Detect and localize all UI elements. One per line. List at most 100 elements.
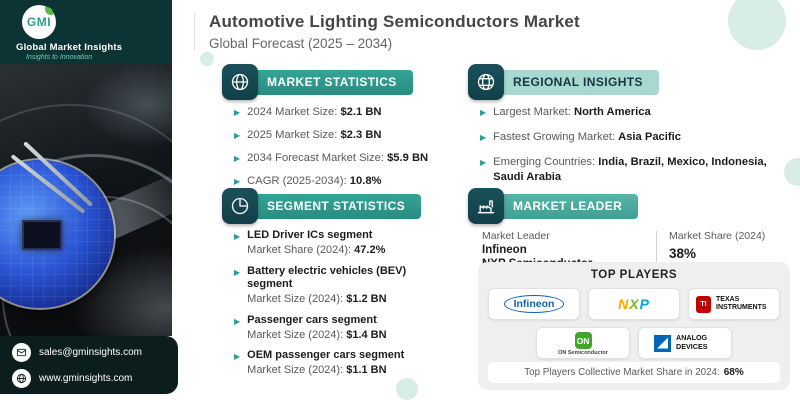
arrow-bullet: ▶	[480, 108, 487, 117]
gmi-logo-text: GMI	[26, 15, 52, 29]
segment-statistics-section: SEGMENT STATISTICS ▶ LED Driver ICs segm…	[222, 188, 460, 385]
segment-label: Market Share (2024):	[247, 243, 352, 256]
semiconductor-chip	[22, 220, 62, 250]
segment-item: ▶ LED Driver ICs segment Market Share (2…	[234, 229, 460, 258]
region-item: ▶ Largest Market: North America	[480, 105, 790, 120]
globe-stats-icon	[222, 64, 258, 100]
ti-mark-icon: TI	[696, 295, 711, 313]
player-logo-on-semiconductor: ON ON Semiconductor	[536, 327, 630, 359]
segment-label: Market Size (2024):	[247, 293, 344, 305]
stat-label: 2024 Market Size:	[247, 106, 338, 118]
region-item: ▶ Fastest Growing Market: Asia Pacific	[480, 130, 790, 145]
market-leader-label: Market Leader	[482, 230, 550, 242]
top-players-footer: Top Players Collective Market Share in 2…	[488, 362, 780, 383]
market-leader-company-1: Infineon	[482, 244, 527, 256]
market-statistics-heading: MARKET STATISTICS	[251, 69, 413, 95]
envelope-icon	[12, 342, 31, 362]
top-players-row-2: ON ON Semiconductor ANALOG DEVICES	[478, 327, 790, 359]
segment-name: Battery electric vehicles (BEV) segment	[247, 264, 407, 291]
arrow-bullet: ▶	[234, 177, 241, 186]
market-statistics-section: MARKET STATISTICS ▶ 2024 Market Size: $2…	[222, 64, 460, 197]
regional-insights-header: REGIONAL INSIGHTS	[468, 64, 790, 100]
brand-tagline: Insights to Innovation	[26, 54, 93, 61]
decorative-circle	[784, 158, 800, 186]
adi-wordmark: ANALOG DEVICES	[676, 333, 708, 351]
arrow-bullet: ▶	[480, 133, 487, 143]
market-share-label: Market Share (2024)	[669, 230, 766, 242]
segment-value: 47.2%	[354, 243, 386, 256]
arrow-bullet: ▶	[234, 232, 241, 241]
segment-value: $1.4 BN	[346, 328, 387, 341]
segment-statistics-header: SEGMENT STATISTICS	[222, 188, 460, 224]
globe-grid-icon	[468, 64, 504, 100]
title-block: Automotive Lighting Semiconductors Marke…	[194, 12, 580, 51]
brand-logo-box: GMI Global Market Insights Insights to I…	[0, 0, 172, 64]
headlight-arc	[0, 104, 172, 336]
region-value: North America	[574, 106, 651, 118]
segment-item: ▶ Passenger cars segment Market Size (20…	[234, 314, 460, 343]
stat-label: 2034 Forecast Market Size:	[247, 152, 384, 164]
brand-name: Global Market Insights	[16, 42, 123, 53]
segment-value: $1.1 BN	[346, 364, 387, 376]
headlight-arc	[0, 154, 172, 336]
region-item: ▶ Emerging Countries: India, Brazil, Mex…	[480, 155, 790, 185]
stat-label: CAGR (2025-2034):	[247, 175, 347, 187]
market-leader-section: MARKET LEADER Market Leader Infineon NXP…	[468, 188, 790, 275]
on-wordmark: ON Semiconductor	[558, 350, 608, 356]
stat-value: 10.8%	[349, 175, 382, 187]
region-label: Emerging Countries:	[493, 156, 596, 169]
contact-box: sales@gminsights.com www.gminsights.com	[0, 336, 178, 394]
stat-label: 2025 Market Size:	[247, 129, 338, 141]
market-statistics-header: MARKET STATISTICS	[222, 64, 460, 100]
decorative-circle	[728, 0, 786, 50]
stat-value: $5.9 BN	[387, 152, 429, 164]
stat-value: $2.1 BN	[340, 106, 382, 118]
contact-email[interactable]: sales@gminsights.com	[12, 342, 178, 362]
infineon-wordmark: Infineon	[503, 295, 565, 313]
segment-name: Passenger cars segment	[247, 313, 377, 326]
circuit-board-inset	[0, 141, 114, 308]
contact-website[interactable]: www.gminsights.com	[12, 368, 178, 388]
arrow-bullet: ▶	[234, 316, 241, 326]
segment-item: ▶ OEM passenger cars segment Market Size…	[234, 349, 460, 378]
market-statistics-list: ▶ 2024 Market Size: $2.1 BN ▶ 2025 Marke…	[222, 105, 460, 188]
adi-triangle-icon	[654, 334, 671, 352]
segment-name: LED Driver ICs segment	[247, 229, 373, 241]
stat-item: ▶ 2025 Market Size: $2.3 BN	[234, 128, 460, 142]
regional-insights-heading: REGIONAL INSIGHTS	[497, 69, 659, 95]
market-leader-body: Market Leader Infineon NXP Semiconductor…	[468, 230, 790, 275]
top-players-heading: TOP PLAYERS	[590, 269, 678, 281]
market-share-value: 38%	[669, 246, 697, 261]
player-logo-analog-devices: ANALOG DEVICES	[638, 327, 732, 359]
region-label: Largest Market:	[493, 106, 571, 118]
page-subtitle: Global Forecast (2025 – 2034)	[209, 36, 393, 51]
segment-label: Market Size (2024):	[247, 328, 344, 341]
segment-statistics-list: ▶ LED Driver ICs segment Market Share (2…	[222, 229, 460, 378]
ti-wordmark: TEXAS INSTRUMENTS	[716, 295, 767, 311]
arrow-bullet: ▶	[234, 352, 241, 362]
collective-share-value: 68%	[723, 367, 744, 378]
region-value: India, Brazil, Mexico, Indonesia, Saudi …	[493, 156, 767, 184]
on-mark-icon: ON	[574, 332, 592, 349]
arrow-bullet: ▶	[234, 154, 241, 163]
gmi-logo: GMI	[22, 5, 56, 39]
decorative-circle	[396, 378, 418, 400]
region-value: Asia Pacific	[618, 131, 681, 144]
arrow-bullet: ▶	[234, 131, 241, 140]
page-title: Automotive Lighting Semiconductors Marke…	[209, 12, 580, 31]
headlight-photo	[0, 64, 172, 336]
stat-value: $2.3 BN	[340, 129, 382, 141]
arrow-bullet: ▶	[234, 108, 241, 117]
market-leader-heading: MARKET LEADER	[497, 193, 639, 219]
vertical-divider	[656, 231, 657, 275]
stat-item: ▶ CAGR (2025-2034): 10.8%	[234, 174, 460, 188]
contact-website-text: www.gminsights.com	[39, 372, 133, 384]
segment-label: Market Size (2024):	[247, 364, 344, 376]
player-logo-infineon: Infineon	[488, 288, 580, 320]
collective-share-label: Top Players Collective Market Share in 2…	[524, 367, 720, 378]
